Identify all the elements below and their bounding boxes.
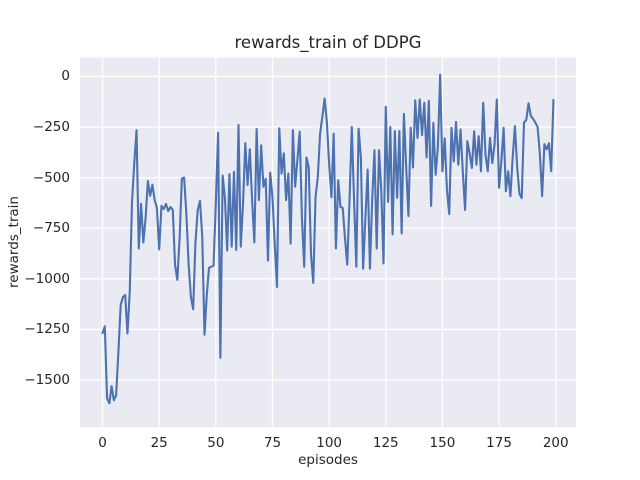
rewards-line-series: [101, 73, 555, 405]
y-tick-label: −750: [32, 220, 70, 237]
chart-title: rewards_train of DDPG: [234, 33, 422, 52]
y-tick-label: −250: [32, 119, 70, 136]
y-tick-label: −1500: [24, 372, 70, 389]
x-tick-label: 125: [372, 435, 399, 451]
x-tick-label: 50: [207, 435, 225, 451]
x-tick-label: 150: [429, 435, 456, 451]
x-tick-label: 75: [263, 435, 282, 451]
y-tick-label: −500: [32, 169, 70, 186]
plot-area: [80, 57, 576, 428]
x-tick-label: 25: [150, 435, 168, 451]
y-tick-label: −1000: [24, 270, 70, 287]
x-tick-label: 0: [98, 435, 107, 451]
x-tick-label: 175: [486, 435, 512, 451]
x-tick-label: 100: [316, 435, 343, 451]
y-tick-label: −1250: [24, 321, 70, 338]
y-tick-label: 0: [61, 68, 70, 85]
x-axis-label: episodes: [298, 452, 358, 468]
x-tick-label: 200: [542, 435, 569, 451]
